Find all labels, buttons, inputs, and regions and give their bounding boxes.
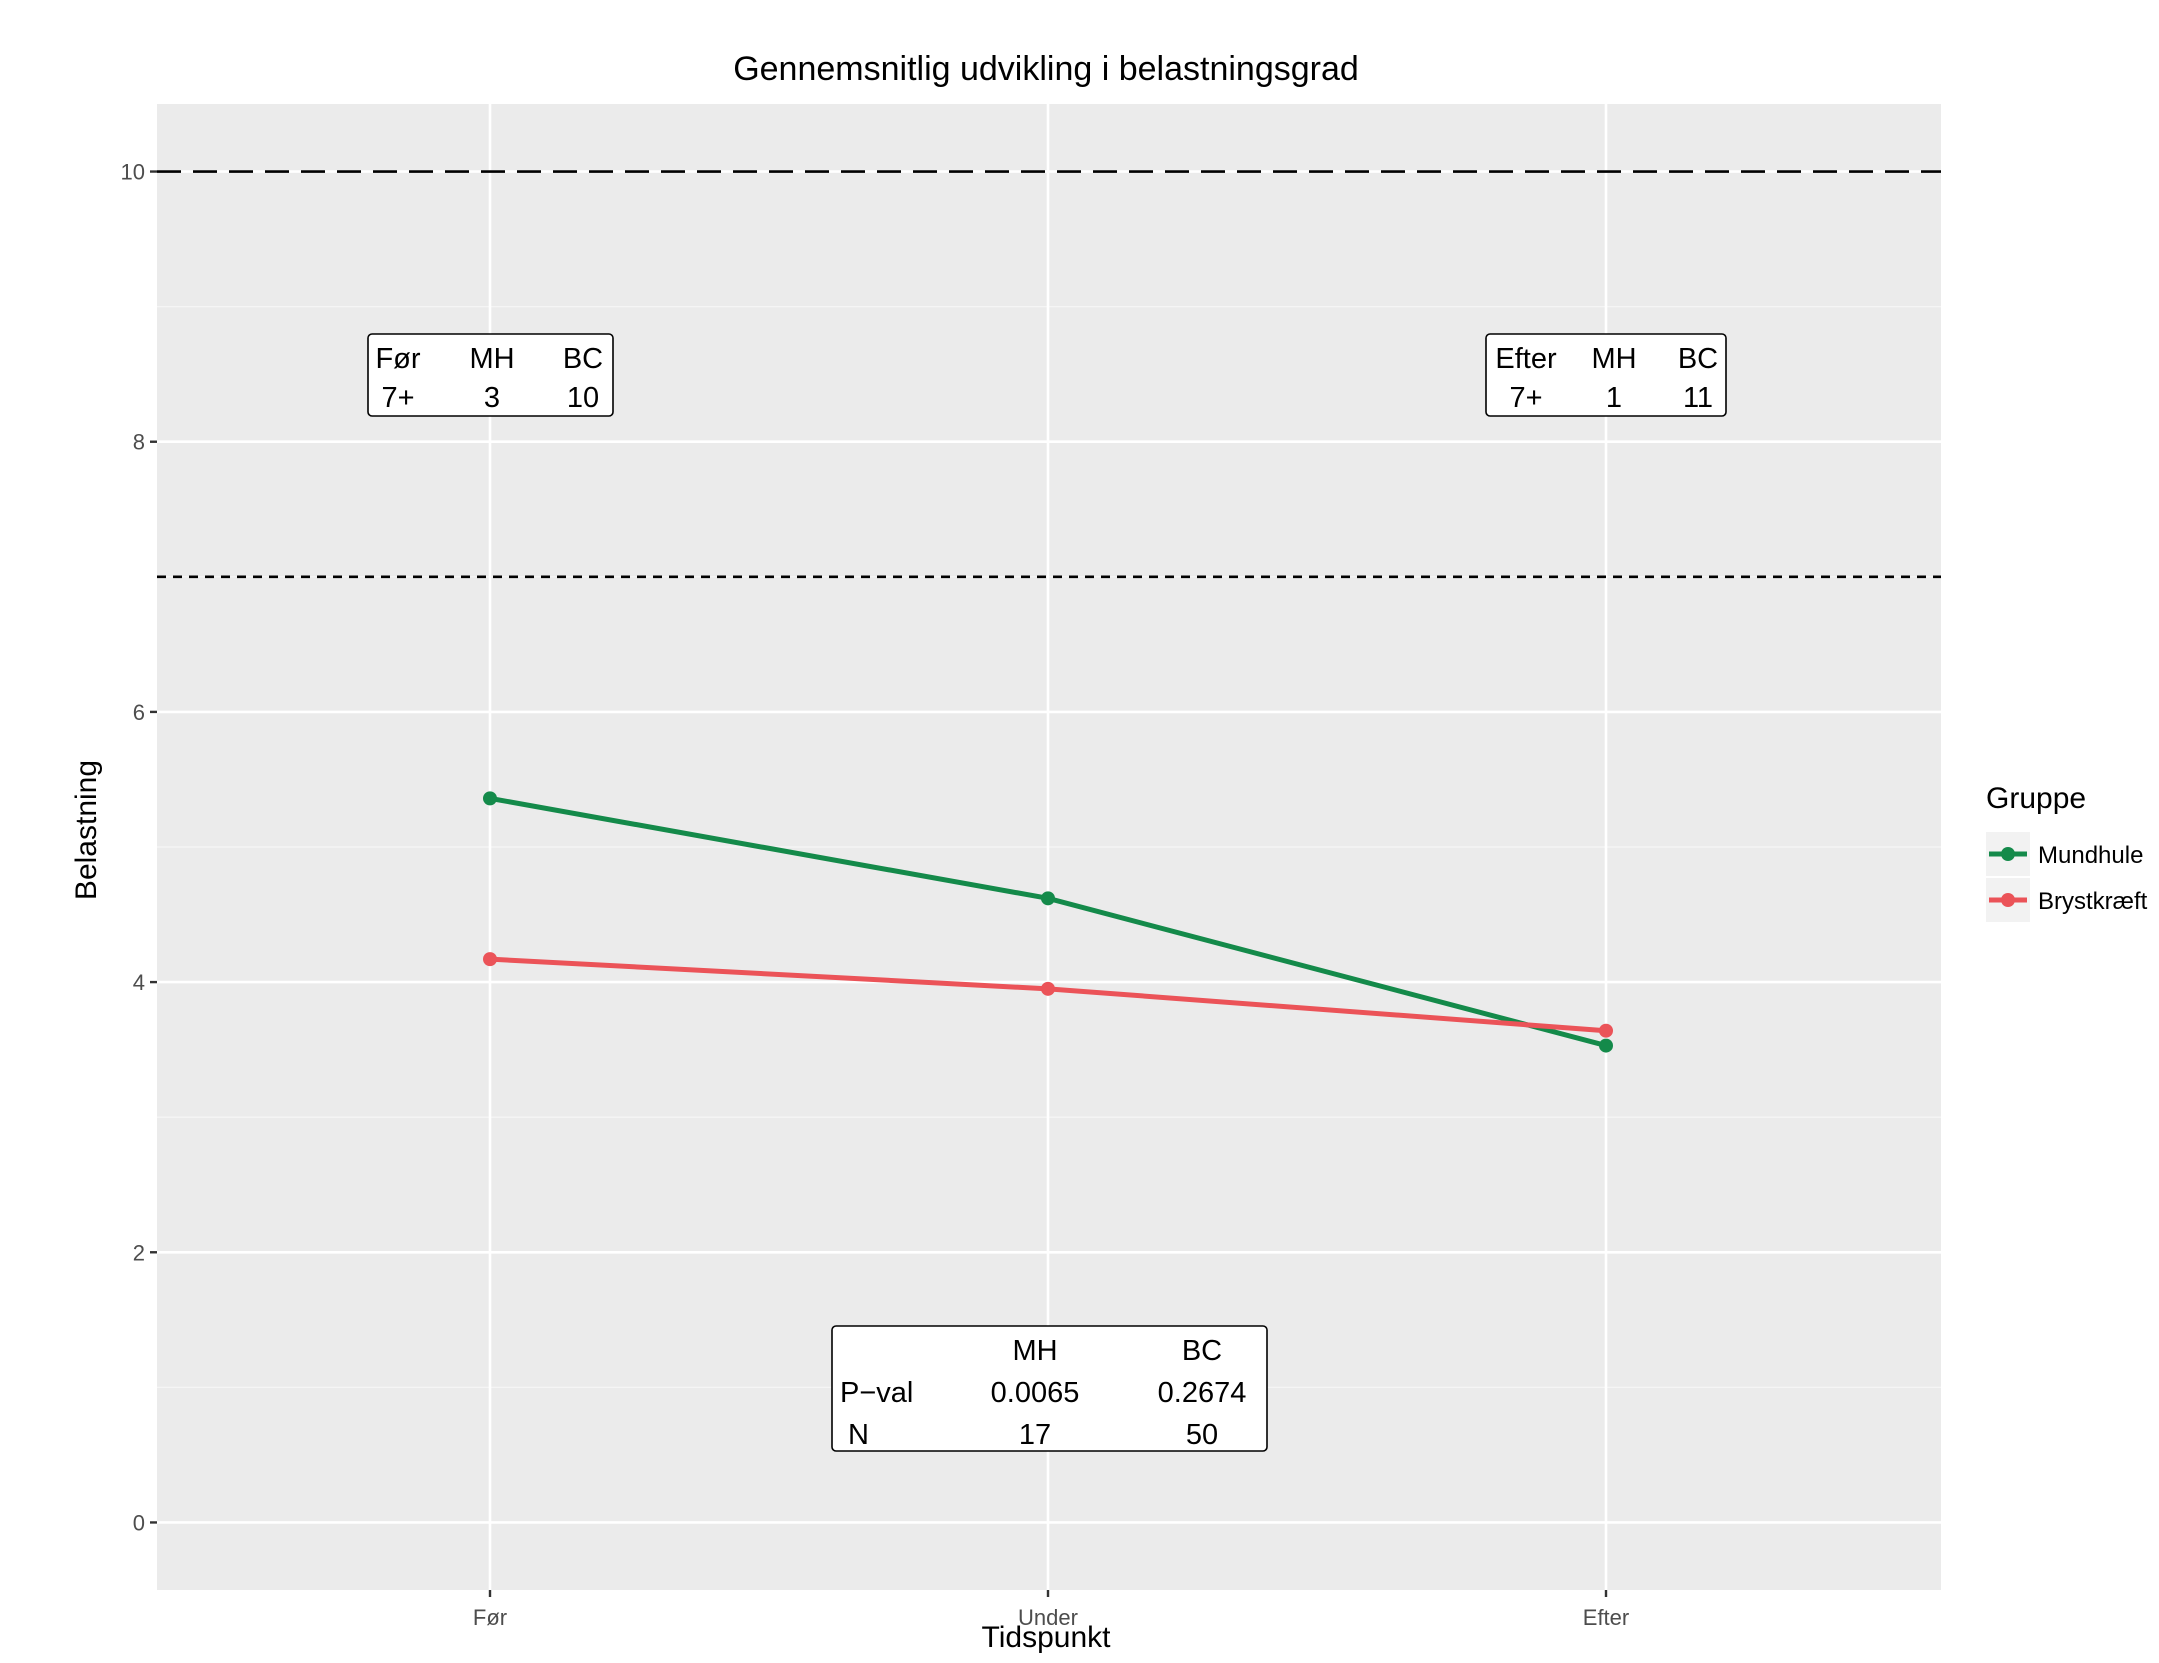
annotation-table-pvals: MH BC P−val 0.0065 0.2674 N 17 50 <box>831 1325 1268 1452</box>
annotation-cell: 7+ <box>1509 382 1542 414</box>
data-point-mundhule <box>1041 891 1055 906</box>
annotation-cell: 1 <box>1606 382 1622 414</box>
legend: Gruppe Mundhule Brystkræft <box>1986 782 2148 922</box>
annotation-box <box>1485 333 1727 417</box>
legend-item-mundhule: Mundhule <box>1986 832 2143 876</box>
annotation-cell: MH <box>1591 343 1636 375</box>
data-point-mundhule <box>1599 1038 1613 1053</box>
data-point-brystkræft <box>1599 1023 1613 1038</box>
annotation-cell: N <box>848 1419 869 1451</box>
x-tick-label: Før <box>473 1605 507 1630</box>
annotation-cell: 11 <box>1683 382 1713 414</box>
data-point-brystkræft <box>1041 981 1055 996</box>
data-point-brystkræft <box>483 952 497 967</box>
annotation-cell: 3 <box>484 382 500 414</box>
legend-key-point <box>2001 847 2015 861</box>
legend-label: Mundhule <box>2038 842 2143 869</box>
legend-label: Brystkræft <box>2038 888 2148 915</box>
y-tick-label: 6 <box>133 700 145 725</box>
annotation-cell: BC <box>563 343 603 375</box>
annotation-cell: P−val <box>840 1377 913 1409</box>
x-axis-title: Tidspunkt <box>982 1621 1112 1654</box>
annotation-cell: BC <box>1182 1335 1222 1367</box>
plot-area: 0 2 4 6 8 10 Før Under Efter Før MH BC 7+ 3 10 Efter MH B… <box>121 104 1941 1630</box>
y-tick-label: 8 <box>133 430 145 455</box>
y-axis-title: Belastning <box>70 760 103 900</box>
annotation-cell: 0.0065 <box>991 1377 1080 1409</box>
annotation-cell: 7+ <box>381 382 414 414</box>
annotation-cell: 0.2674 <box>1158 1377 1247 1409</box>
y-tick-label: 2 <box>133 1240 145 1265</box>
annotation-table-after: Efter MH BC7+ 1 11 <box>1485 333 1727 417</box>
y-tick-label: 10 <box>121 160 145 185</box>
annotation-cell: MH <box>1012 1335 1057 1367</box>
x-tick-label: Efter <box>1583 1605 1629 1630</box>
annotation-box <box>831 1325 1268 1452</box>
y-tick-label: 0 <box>133 1510 145 1535</box>
annotation-cell: 50 <box>1186 1419 1218 1451</box>
y-tick-label: 4 <box>133 970 145 995</box>
x-tick-label: Under <box>1018 1605 1078 1630</box>
annotation-cell: 10 <box>567 382 599 414</box>
annotation-box <box>367 333 614 417</box>
annotation-cell: BC <box>1678 343 1718 375</box>
chart-title: Gennemsnitlig udvikling i belastningsgra… <box>733 50 1359 88</box>
data-point-mundhule <box>483 791 497 806</box>
legend-item-brystkræft: Brystkræft <box>1986 878 2148 922</box>
annotation-table-before: Før MH BC 7+ 3 10 <box>367 333 614 417</box>
legend-key-point <box>2001 893 2015 907</box>
annotation-cell: MH <box>469 343 514 375</box>
annotation-cell: Før <box>375 343 420 375</box>
annotation-cell: Efter <box>1495 343 1557 375</box>
annotation-cell: 17 <box>1019 1419 1051 1451</box>
legend-title: Gruppe <box>1986 782 2086 815</box>
